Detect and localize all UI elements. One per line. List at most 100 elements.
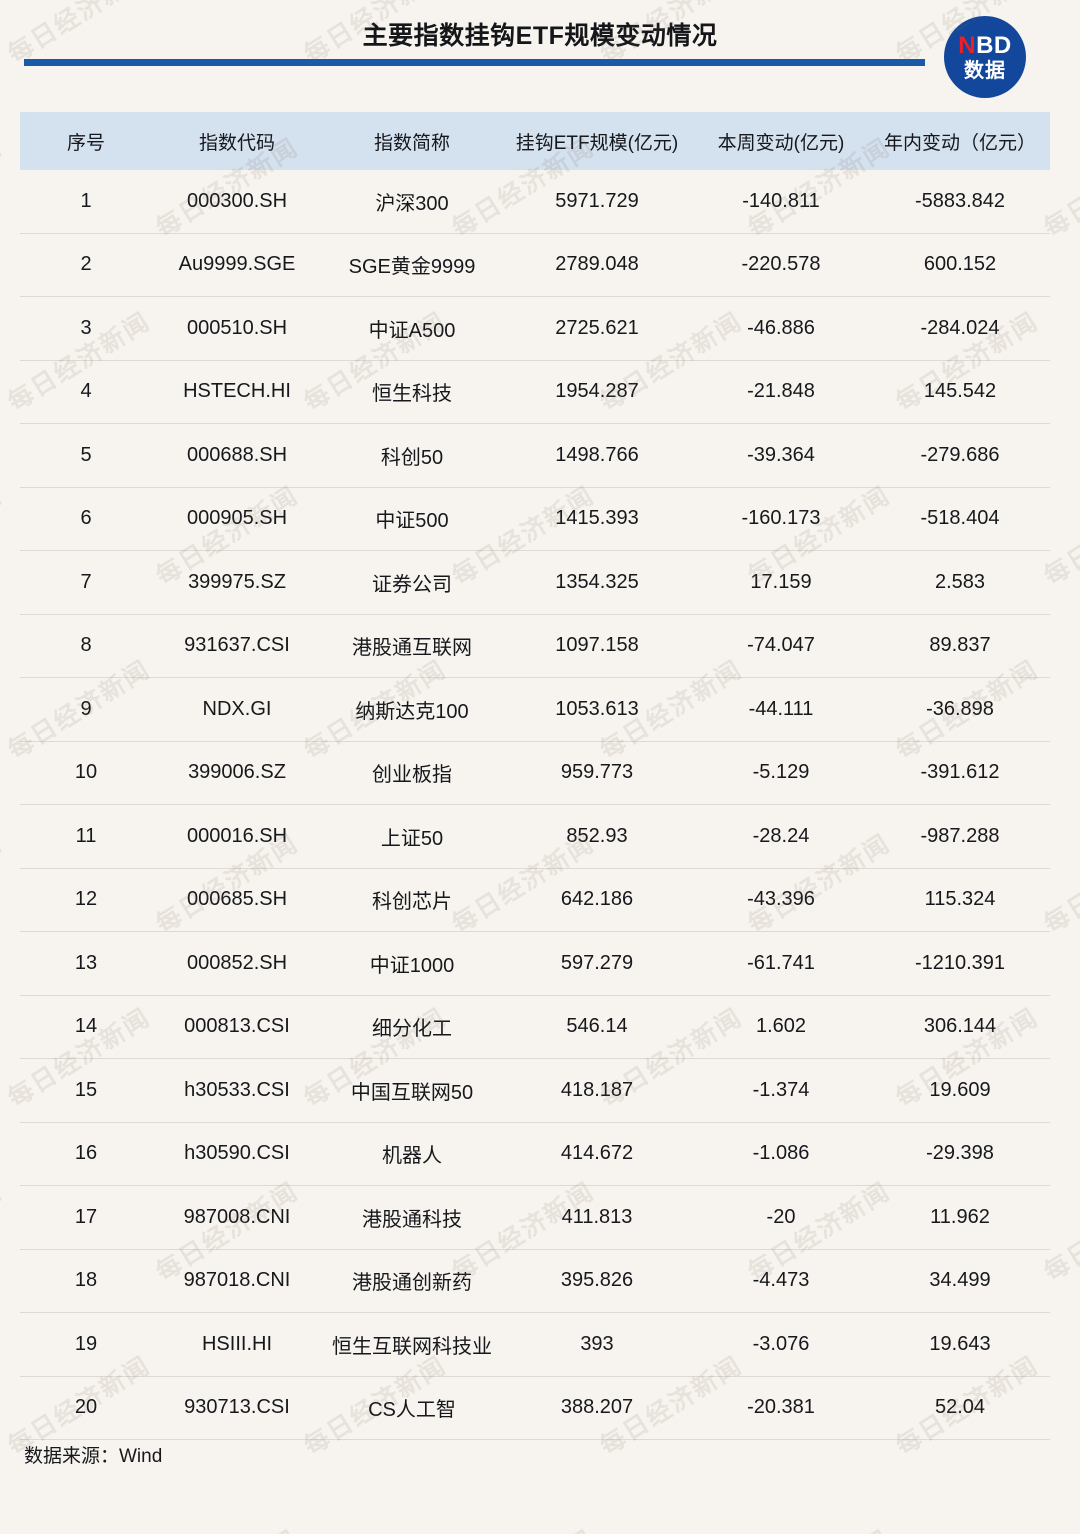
table-row: 13 000852.SH 中证1000 597.279 -61.741 -1210.391 — [20, 931, 1050, 996]
cell-week-change: -3.076 — [692, 1312, 870, 1377]
cell-rank: 2 — [20, 233, 152, 297]
cell-name: 中证A500 — [322, 296, 502, 361]
data-source-note: 数据来源：Wind — [24, 1446, 163, 1467]
table-row: 10 399006.SZ 创业板指 959.773 -5.129 -391.612 — [20, 741, 1050, 805]
cell-code: 000813.CSI — [152, 995, 322, 1059]
table-row: 15 h30533.CSI 中国互联网50 418.187 -1.374 19.609 — [20, 1058, 1050, 1123]
cell-code: 000852.SH — [152, 931, 322, 996]
table-row: 5 000688.SH 科创50 1498.766 -39.364 -279.686 — [20, 423, 1050, 488]
cell-scale: 388.207 — [502, 1376, 692, 1440]
cell-scale: 1415.393 — [502, 487, 692, 551]
cell-scale: 597.279 — [502, 931, 692, 996]
cell-year-change: -1210.391 — [870, 931, 1050, 996]
cell-name: 证券公司 — [322, 550, 502, 615]
cell-name: CS人工智 — [322, 1376, 502, 1440]
cell-year-change: -36.898 — [870, 677, 1050, 742]
column-header-code: 指数代码 — [152, 112, 322, 170]
cell-week-change: -46.886 — [692, 296, 870, 361]
cell-week-change: -61.741 — [692, 931, 870, 996]
cell-year-change: -391.612 — [870, 741, 1050, 805]
cell-year-change: 115.324 — [870, 868, 1050, 932]
cell-week-change: -1.374 — [692, 1058, 870, 1123]
table-row: 18 987018.CNI 港股通创新药 395.826 -4.473 34.499 — [20, 1249, 1050, 1313]
table-row: 6 000905.SH 中证500 1415.393 -160.173 -518.404 — [20, 487, 1050, 551]
cell-code: 930713.CSI — [152, 1376, 322, 1440]
cell-name: SGE黄金9999 — [322, 233, 502, 297]
cell-year-change: -279.686 — [870, 423, 1050, 488]
cell-code: NDX.GI — [152, 677, 322, 742]
cell-scale: 5971.729 — [502, 170, 692, 234]
cell-year-change: -5883.842 — [870, 170, 1050, 234]
cell-scale: 1954.287 — [502, 360, 692, 424]
cell-scale: 959.773 — [502, 741, 692, 805]
cell-rank: 19 — [20, 1312, 152, 1377]
table-row: 8 931637.CSI 港股通互联网 1097.158 -74.047 89.837 — [20, 614, 1050, 678]
cell-rank: 20 — [20, 1376, 152, 1440]
cell-year-change: 306.144 — [870, 995, 1050, 1059]
cell-scale: 395.826 — [502, 1249, 692, 1313]
table-row: 17 987008.CNI 港股通科技 411.813 -20 11.962 — [20, 1185, 1050, 1250]
cell-name: 机器人 — [322, 1122, 502, 1186]
cell-scale: 1498.766 — [502, 423, 692, 488]
cell-week-change: -20.381 — [692, 1376, 870, 1440]
cell-name: 科创50 — [322, 423, 502, 488]
nbd-logo: NBD 数据 — [944, 16, 1026, 98]
cell-name: 恒生科技 — [322, 360, 502, 424]
column-header-week-change: 本周变动(亿元) — [692, 112, 870, 170]
table-row: 14 000813.CSI 细分化工 546.14 1.602 306.144 — [20, 995, 1050, 1059]
etf-scale-change-table: 序号 指数代码 指数简称 挂钩ETF规模(亿元) 本周变动(亿元) 年内变动（亿… — [20, 112, 1050, 1440]
cell-scale: 414.672 — [502, 1122, 692, 1186]
cell-year-change: 34.499 — [870, 1249, 1050, 1313]
cell-rank: 7 — [20, 550, 152, 615]
cell-year-change: -987.288 — [870, 804, 1050, 869]
cell-rank: 5 — [20, 423, 152, 488]
cell-name: 上证50 — [322, 804, 502, 869]
table-row: 2 Au9999.SGE SGE黄金9999 2789.048 -220.578 600.… — [20, 233, 1050, 297]
cell-year-change: 52.04 — [870, 1376, 1050, 1440]
column-header-scale: 挂钩ETF规模(亿元) — [502, 112, 692, 170]
column-header-name: 指数简称 — [322, 112, 502, 170]
cell-scale: 2725.621 — [502, 296, 692, 361]
cell-week-change: 17.159 — [692, 550, 870, 615]
cell-year-change: 2.583 — [870, 550, 1050, 615]
table-row: 19 HSIII.HI 恒生互联网科技业 393 -3.076 19.643 — [20, 1312, 1050, 1377]
table-row: 12 000685.SH 科创芯片 642.186 -43.396 115.324 — [20, 868, 1050, 932]
cell-name: 纳斯达克100 — [322, 677, 502, 742]
cell-name: 细分化工 — [322, 995, 502, 1059]
cell-year-change: 145.542 — [870, 360, 1050, 424]
cell-code: Au9999.SGE — [152, 233, 322, 297]
header: 主要指数挂钩ETF规模变动情况 NBD 数据 — [0, 0, 1080, 98]
cell-year-change: 89.837 — [870, 614, 1050, 678]
title-underline-rule — [24, 59, 925, 66]
cell-year-change: 19.643 — [870, 1312, 1050, 1377]
cell-week-change: -220.578 — [692, 233, 870, 297]
table-row: 16 h30590.CSI 机器人 414.672 -1.086 -29.398 — [20, 1122, 1050, 1186]
cell-year-change: 600.152 — [870, 233, 1050, 297]
table-row: 3 000510.SH 中证A500 2725.621 -46.886 -284.024 — [20, 296, 1050, 361]
cell-scale: 546.14 — [502, 995, 692, 1059]
cell-scale: 852.93 — [502, 804, 692, 869]
cell-scale: 411.813 — [502, 1185, 692, 1250]
cell-rank: 9 — [20, 677, 152, 742]
nbd-rest: BD — [976, 31, 1012, 59]
table-row: 20 930713.CSI CS人工智 388.207 -20.381 52.04 — [20, 1376, 1050, 1440]
cell-rank: 3 — [20, 296, 152, 361]
cell-name: 沪深300 — [322, 170, 502, 234]
cell-week-change: -43.396 — [692, 868, 870, 932]
cell-year-change: -284.024 — [870, 296, 1050, 361]
nbd-initial: N — [958, 31, 977, 59]
cell-scale: 642.186 — [502, 868, 692, 932]
cell-name: 科创芯片 — [322, 868, 502, 932]
cell-name: 创业板指 — [322, 741, 502, 805]
cell-rank: 4 — [20, 360, 152, 424]
nbd-wordmark: NBD — [958, 31, 1012, 59]
table-row: 1 000300.SH 沪深300 5971.729 -140.811 -5883.842 — [20, 170, 1050, 234]
cell-week-change: -39.364 — [692, 423, 870, 488]
cell-year-change: 11.962 — [870, 1185, 1050, 1250]
cell-rank: 16 — [20, 1122, 152, 1186]
cell-code: 000905.SH — [152, 487, 322, 551]
cell-code: 987018.CNI — [152, 1249, 322, 1313]
cell-rank: 8 — [20, 614, 152, 678]
table-row: 7 399975.SZ 证券公司 1354.325 17.159 2.583 — [20, 550, 1050, 615]
